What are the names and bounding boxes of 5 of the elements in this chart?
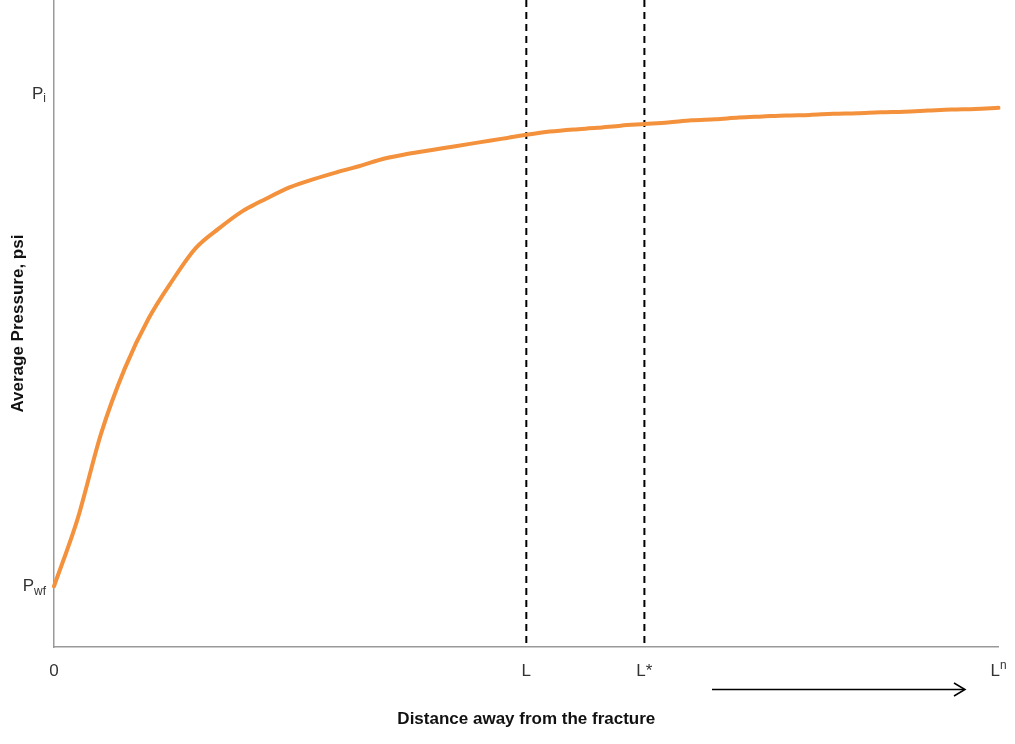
y-axis-title: Average Pressure, psi [7,234,27,413]
x-axis-title: Distance away from the fracture [397,709,656,729]
x-tick-label: L* [636,660,653,680]
x-tick-label: L [521,660,532,680]
x-tick-label: 0 [49,660,59,680]
